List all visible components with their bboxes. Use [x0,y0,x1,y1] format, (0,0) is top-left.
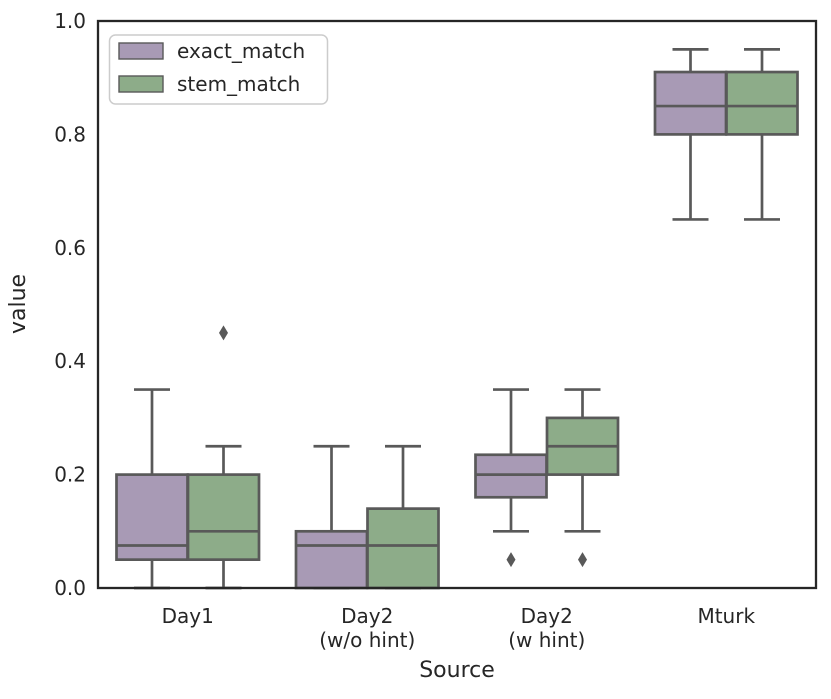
legend-swatch-exact_match [118,42,164,60]
box-stem_match-2-outlier-0 [578,552,587,568]
box-stem_match-1 [366,507,440,590]
legend-label-exact_match: exact_match [177,39,305,63]
x-tick-label-0: Day1 [162,604,214,628]
y-axis-title: value [6,274,31,334]
box-exact_match-0 [115,473,189,562]
x-tick-label-2-line0: Day2 [521,604,573,628]
x-tick-label-1-line1: (w/o hint) [319,628,415,652]
legend-box [108,34,329,105]
box-stem_match-0-outlier-0 [219,325,228,341]
x-tick-label-3: Mturk [697,604,755,628]
y-tick-label-5: 1.0 [54,9,86,33]
box-stem_match-3 [725,70,799,136]
x-tick-label-2-line1: (w hint) [508,628,585,652]
y-tick-label-1: 0.2 [54,463,86,487]
legend-label-stem_match: stem_match [177,72,300,96]
x-tick-label-1-line0: Day2 [341,604,393,628]
box-exact_match-3 [653,70,728,136]
box-exact_match-2-outlier-0 [506,552,516,568]
y-tick-label-0: 0.0 [54,576,86,600]
y-tick-label-2: 0.4 [54,349,86,373]
axes-spines [96,19,818,590]
legend-swatch-stem_match [118,75,164,93]
y-tick-label-3: 0.6 [54,236,86,260]
box-exact_match-1 [294,529,369,590]
box-exact_match-2 [474,453,548,499]
box-stem_match-0 [186,473,261,562]
x-axis-title: Source [419,658,495,683]
y-tick-label-4: 0.8 [54,122,86,146]
